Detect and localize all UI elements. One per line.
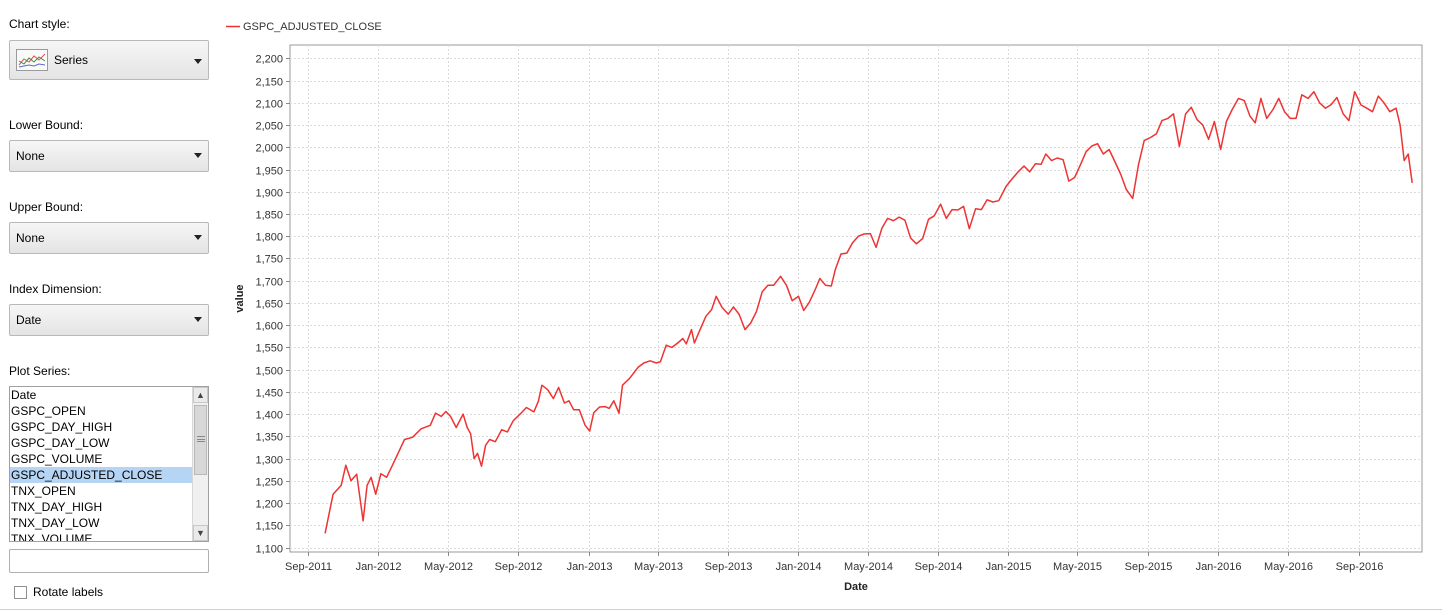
plot-series-list[interactable]: Date GSPC_OPEN GSPC_DAY_HIGH GSPC_DAY_LOW GS… (9, 386, 209, 542)
lower-bound-dropdown[interactable]: None (9, 140, 209, 172)
x-tick-label: May-2016 (1264, 561, 1313, 573)
y-tick-label: 1,300 (255, 455, 283, 467)
chevron-down-icon (194, 59, 202, 64)
y-tick-label: 1,550 (255, 343, 283, 355)
x-tick-label: May-2015 (1053, 561, 1102, 573)
grip-icon (197, 436, 205, 442)
y-tick-label: 1,750 (255, 254, 283, 266)
x-tick-label: Sep-2014 (915, 561, 963, 573)
y-tick-label: 1,900 (255, 188, 283, 200)
list-item[interactable]: Date (11, 388, 37, 402)
y-tick-label: 2,150 (255, 77, 283, 89)
x-tick-label: May-2013 (634, 561, 683, 573)
chart-style-dropdown[interactable]: Series (9, 40, 209, 80)
chart-style-label: Chart style: (9, 17, 70, 31)
chevron-down-icon (194, 317, 202, 322)
scroll-up-icon[interactable]: ▲ (193, 387, 208, 403)
scroll-down-icon[interactable]: ▼ (193, 525, 208, 541)
list-item[interactable]: GSPC_ADJUSTED_CLOSE (10, 467, 194, 483)
upper-bound-value: None (16, 231, 45, 245)
y-tick-label: 1,650 (255, 299, 283, 311)
x-axis-label: Date (844, 581, 868, 593)
y-tick-label: 1,100 (255, 544, 283, 556)
x-tick-label: Jan-2016 (1196, 561, 1242, 573)
chevron-down-icon (194, 153, 202, 158)
y-tick-label: 1,700 (255, 277, 283, 289)
list-item[interactable]: TNX_DAY_HIGH (11, 500, 103, 514)
y-tick-label: 1,850 (255, 210, 283, 222)
y-tick-label: 2,200 (255, 54, 283, 66)
y-tick-label: 1,400 (255, 410, 283, 422)
y-tick-label: 2,000 (255, 143, 283, 155)
chevron-down-icon (194, 235, 202, 240)
x-tick-label: May-2012 (424, 561, 473, 573)
x-tick-label: Jan-2012 (356, 561, 402, 573)
x-tick-label: Sep-2013 (705, 561, 753, 573)
rotate-labels-checkbox-row[interactable]: Rotate labels (14, 585, 103, 599)
x-tick-label: Jan-2015 (986, 561, 1032, 573)
plot-area (289, 44, 1423, 553)
x-tick-label: Sep-2015 (1125, 561, 1173, 573)
list-item[interactable]: TNX_OPEN (11, 484, 76, 498)
plot-series-label: Plot Series: (9, 364, 71, 378)
rotate-labels-label: Rotate labels (33, 585, 104, 599)
y-tick-label: 1,500 (255, 366, 283, 378)
list-item[interactable]: TNX_VOLUME (11, 532, 93, 542)
x-tick-label: Sep-2011 (285, 561, 332, 573)
line-series-icon (16, 49, 48, 71)
upper-bound-label: Upper Bound: (9, 200, 84, 214)
lower-bound-value: None (16, 149, 45, 163)
list-item[interactable]: GSPC_DAY_HIGH (11, 420, 113, 434)
rotate-labels-checkbox[interactable] (14, 585, 27, 599)
x-tick-label: May-2014 (844, 561, 893, 573)
list-item[interactable]: GSPC_OPEN (11, 404, 86, 418)
y-tick-label: 1,800 (255, 232, 283, 244)
series-line-gspc-adjusted-close (324, 90, 1413, 534)
y-tick-label: 1,600 (255, 321, 283, 333)
chart-style-value: Series (54, 53, 89, 67)
lower-bound-label: Lower Bound: (9, 118, 84, 132)
scroll-thumb[interactable] (194, 405, 207, 475)
list-item[interactable]: GSPC_VOLUME (11, 452, 103, 466)
bottom-divider (0, 609, 1442, 610)
y-tick-label: 1,450 (255, 388, 283, 400)
y-axis-label: value (234, 284, 246, 312)
y-tick-label: 1,950 (255, 166, 283, 178)
x-tick-label: Sep-2016 (1336, 561, 1384, 573)
y-tick-label: 1,350 (255, 432, 283, 444)
list-item[interactable]: GSPC_DAY_LOW (11, 436, 110, 450)
index-dimension-dropdown[interactable]: Date (9, 304, 209, 336)
upper-bound-dropdown[interactable]: None (9, 222, 209, 254)
y-tick-label: 2,100 (255, 99, 283, 111)
list-item[interactable]: TNX_DAY_LOW (11, 516, 100, 530)
list-scrollbar[interactable]: ▲ ▼ (192, 387, 208, 541)
x-tick-label: Jan-2013 (567, 561, 613, 573)
plot-series-items: Date GSPC_OPEN GSPC_DAY_HIGH GSPC_DAY_LOW GS… (10, 387, 194, 542)
series-filter-input[interactable] (9, 549, 209, 573)
legend-label: GSPC_ADJUSTED_CLOSE (243, 21, 382, 33)
y-tick-label: 2,050 (255, 121, 283, 133)
x-tick-label: Jan-2014 (776, 561, 822, 573)
y-tick-label: 1,200 (255, 499, 283, 511)
index-dimension-label: Index Dimension: (9, 282, 102, 296)
y-tick-label: 1,250 (255, 477, 283, 489)
index-dimension-value: Date (16, 313, 42, 327)
x-tick-label: Sep-2012 (495, 561, 543, 573)
y-tick-label: 1,150 (255, 521, 283, 533)
